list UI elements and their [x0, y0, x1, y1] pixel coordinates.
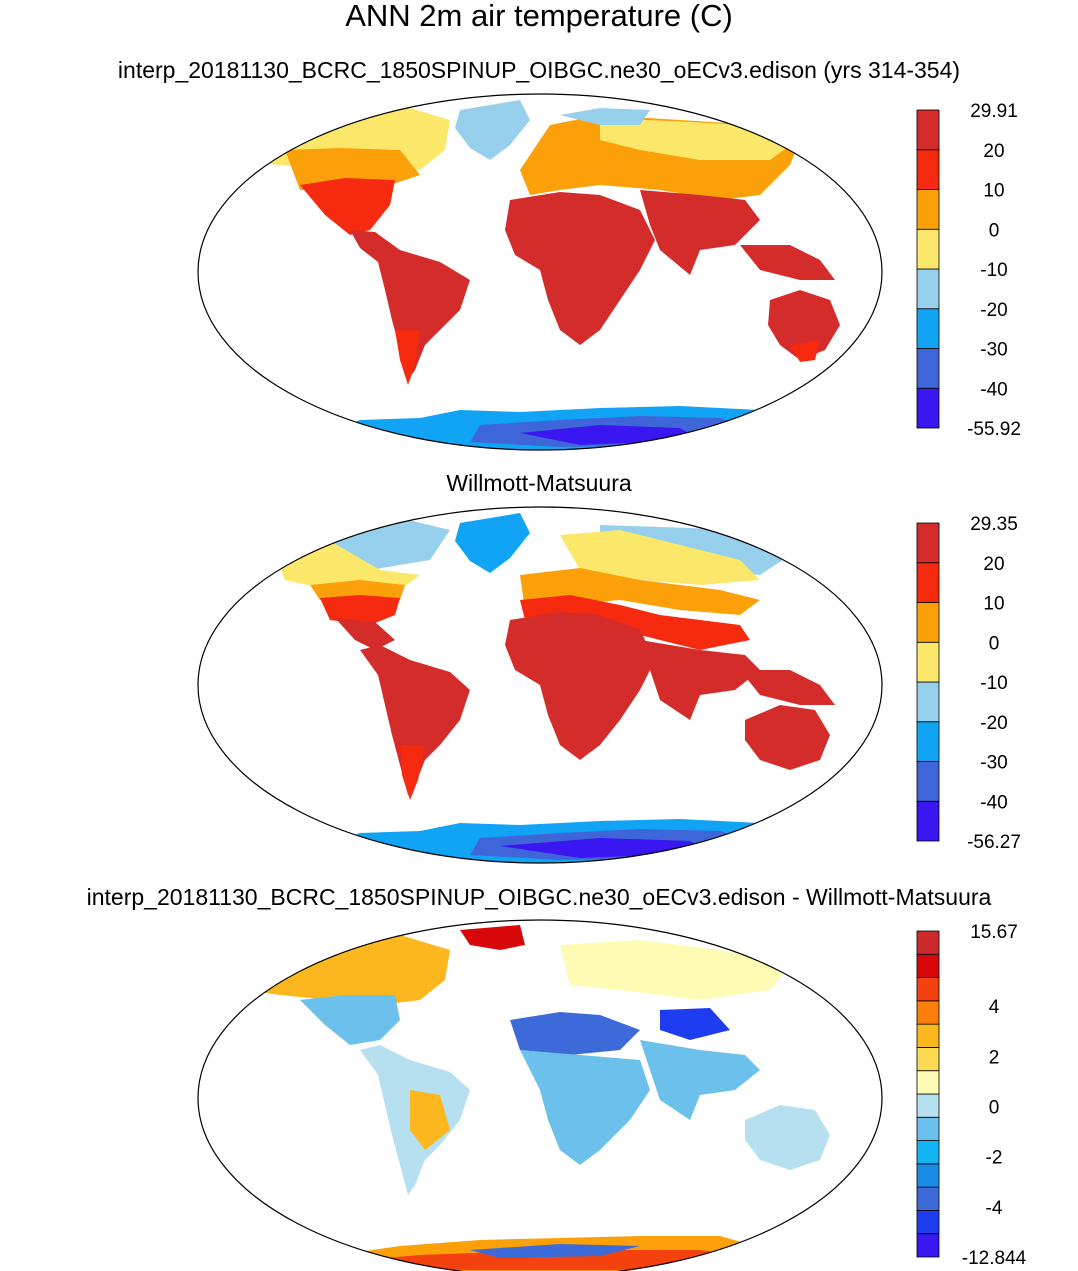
colorbar-swatch	[916, 1116, 940, 1141]
colorbar-swatch	[916, 387, 940, 429]
colorbar-swatch	[916, 1210, 940, 1235]
colorbar-panel-1: -55.92 -40 -30 -20 -10 0 10 20 29.91	[916, 101, 1021, 440]
colorbar-swatch	[916, 930, 940, 955]
colorbar-swatch	[916, 681, 940, 723]
colorbar-panel-3: -12.844 -4 -2 0 2 4 15.67	[916, 922, 1027, 1269]
colorbar-tick-label: 15.67	[970, 922, 1018, 943]
colorbar-swatch	[916, 109, 940, 151]
figure-title: ANN 2m air temperature (C)	[345, 0, 733, 33]
colorbar-panel-2: -56.27 -40 -30 -20 -10 0 10 20 29.35	[916, 514, 1021, 853]
colorbar-swatch	[916, 1000, 940, 1025]
colorbar-swatch	[916, 1140, 940, 1165]
colorbar-swatch	[916, 1047, 940, 1072]
colorbar-swatch	[916, 1163, 940, 1188]
colorbar-tick-label: 20	[983, 554, 1004, 575]
colorbar-tick-label: 29.35	[970, 514, 1018, 535]
colorbar-swatch	[916, 308, 940, 349]
colorbar-tick-label: -10	[980, 673, 1007, 694]
colorbar-swatch	[916, 602, 940, 643]
colorbar-tick-label: 10	[983, 181, 1004, 202]
colorbar-tick-label: -20	[980, 713, 1007, 734]
colorbar-tick-label: -55.92	[967, 419, 1021, 440]
panel-1-subtitle: interp_20181130_BCRC_1850SPINUP_OIBGC.ne…	[117, 57, 961, 83]
panel-3-subtitle: interp_20181130_BCRC_1850SPINUP_OIBGC.ne…	[86, 884, 992, 910]
colorbar-swatch	[916, 977, 940, 1002]
colorbar-tick-label: -12.844	[962, 1248, 1027, 1269]
colorbar-tick-label: 0	[989, 1098, 1000, 1119]
panel-2-subtitle: Willmott-Matsuura	[446, 470, 632, 496]
colorbar-swatch	[916, 1093, 940, 1118]
colorbar-swatch	[916, 721, 940, 762]
colorbar-tick-label: 29.91	[970, 101, 1018, 122]
colorbar-swatch	[916, 348, 940, 389]
colorbar-tick-label: 10	[983, 594, 1004, 615]
colorbar-tick-label: 0	[989, 633, 1000, 654]
greenland-region	[455, 513, 530, 573]
south-america-region	[350, 230, 470, 380]
colorbar-swatch	[916, 149, 940, 190]
colorbar-swatch	[916, 562, 940, 603]
colorbar-tick-label: 20	[983, 141, 1004, 162]
colorbar-tick-label: -30	[980, 753, 1007, 774]
colorbar-tick-label: -30	[980, 340, 1007, 361]
africa-region	[505, 192, 655, 345]
panel-3-map	[197, 919, 883, 1271]
colorbar-tick-label: 0	[989, 220, 1000, 241]
greenland-region	[455, 100, 530, 160]
colorbar-swatch	[916, 800, 940, 842]
colorbar-tick-label: -4	[986, 1198, 1003, 1219]
colorbar-tick-label: -2	[986, 1148, 1003, 1169]
colorbar-swatch	[916, 1186, 940, 1211]
colorbar-tick-label: -40	[980, 792, 1007, 813]
australia-region	[768, 290, 840, 360]
panel-2-map	[197, 506, 883, 864]
colorbar-swatch	[916, 953, 940, 978]
colorbar-tick-label: -10	[980, 260, 1007, 281]
colorbar-swatch	[916, 1233, 940, 1258]
colorbar-swatch	[916, 641, 940, 683]
colorbar-tick-label: -20	[980, 300, 1007, 321]
colorbar-swatch	[916, 268, 940, 310]
colorbar-tick-label: 4	[989, 997, 1000, 1018]
colorbar-swatch	[916, 761, 940, 802]
colorbar-swatch	[916, 1023, 940, 1048]
colorbar-swatch	[916, 522, 940, 564]
panel-1-map	[197, 93, 883, 451]
colorbar-swatch	[916, 189, 940, 230]
colorbar-tick-label: -56.27	[967, 832, 1021, 853]
colorbar-swatch	[916, 228, 940, 270]
colorbar-swatch	[916, 1070, 940, 1095]
colorbar-tick-label: 2	[989, 1047, 1000, 1068]
colorbar-tick-label: -40	[980, 379, 1007, 400]
